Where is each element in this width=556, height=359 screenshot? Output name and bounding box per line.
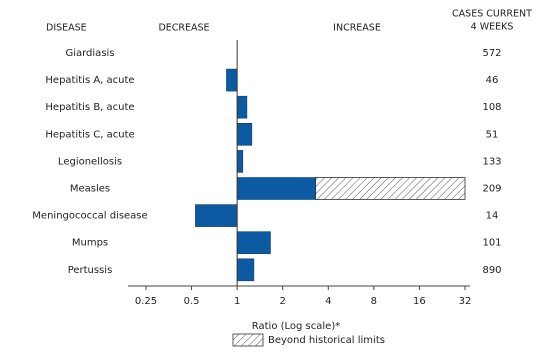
- category-label: Hepatitis A, acute: [45, 75, 134, 86]
- x-tick-label: 1: [234, 296, 240, 307]
- category-label: Measles: [70, 184, 110, 195]
- category-label: Hepatitis C, acute: [45, 129, 134, 140]
- x-tick-label: 16: [413, 296, 426, 307]
- bar: [226, 68, 238, 92]
- header: INCREASE: [333, 23, 381, 34]
- cases-label: 108: [482, 102, 501, 113]
- x-tick-label: 0.5: [184, 296, 200, 307]
- x-axis-label: Ratio (Log scale)*: [252, 321, 340, 332]
- bar: [236, 123, 253, 146]
- category-label: Giardiasis: [65, 48, 114, 59]
- bar: [236, 258, 255, 282]
- cases-label: 46: [486, 75, 499, 86]
- x-tick-label: 8: [371, 296, 377, 307]
- bar: [236, 95, 248, 119]
- header: DISEASE: [46, 23, 87, 34]
- bar: [236, 231, 271, 254]
- bar: [195, 204, 238, 227]
- x-tick-label: 32: [459, 296, 472, 307]
- cases-label: 890: [482, 265, 501, 276]
- cases-label: 101: [482, 238, 501, 249]
- bar: [236, 150, 244, 173]
- category-label: Pertussis: [68, 265, 113, 276]
- cases-label: 14: [486, 211, 499, 222]
- category-label: Mumps: [72, 238, 108, 249]
- category-label: Meningococcal disease: [32, 211, 147, 222]
- cases-label: 209: [482, 184, 501, 195]
- category-label: Hepatitis B, acute: [45, 102, 134, 113]
- x-tick-label: 0.25: [135, 296, 157, 307]
- cases-label: 572: [482, 48, 501, 59]
- bar: [236, 177, 316, 200]
- legend-label: Beyond historical limits: [268, 335, 385, 346]
- header: 4 WEEKS: [471, 22, 514, 33]
- x-tick-label: 2: [280, 296, 286, 307]
- x-tick-label: 4: [325, 296, 331, 307]
- header: DECREASE: [158, 23, 209, 34]
- cases-label: 51: [486, 129, 499, 140]
- beyond-limits-bar: [315, 177, 466, 200]
- legend-swatch: [232, 333, 264, 347]
- header: CASES CURRENT: [452, 9, 532, 20]
- category-label: Legionellosis: [58, 156, 122, 167]
- cases-label: 133: [482, 156, 501, 167]
